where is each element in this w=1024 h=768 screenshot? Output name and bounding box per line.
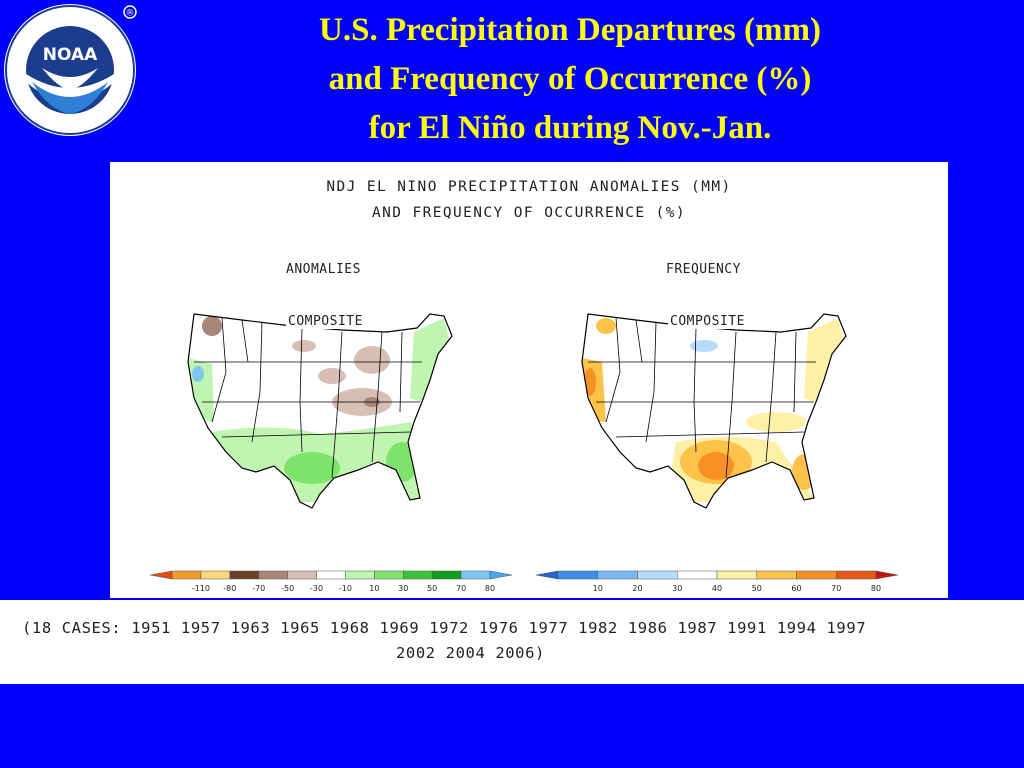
anomalies-colorbar-tick-label: 70 xyxy=(456,584,466,593)
anomalies-colorbar-tick-label: 80 xyxy=(485,584,495,593)
anomalies-colorbar-tick-label: -110 xyxy=(192,584,210,593)
title-line-2: and Frequency of Occurrence (%) xyxy=(328,61,812,97)
frequency-colorbar-tick-label: 10 xyxy=(593,584,603,593)
title-line-3: for El Niño during Nov.-Jan. xyxy=(368,110,772,146)
anomalies-colorbar-tick-label: 30 xyxy=(398,584,408,593)
anomalies-colorbar-tick-label: 110 xyxy=(511,584,512,593)
anomalies-colorbar-segment xyxy=(171,570,202,580)
frequency-colorbar-tick-label: 70 xyxy=(831,584,841,593)
noaa-logo: NOAA ® xyxy=(2,2,138,138)
svg-text:®: ® xyxy=(126,9,135,19)
frequency-colorbar-tick-label: 40 xyxy=(712,584,722,593)
frequency-colorbar-segment xyxy=(796,570,837,580)
anomalies-colorbar-segment xyxy=(287,570,317,580)
anomalies-colorbar-tick-label: -10 xyxy=(339,584,352,593)
anomalies-colorbar-segment xyxy=(374,570,404,580)
frequency-colorbar-segment xyxy=(677,570,718,580)
anomalies-colorbar-segment xyxy=(345,570,375,580)
anomalies-colorbar-tick-label: -70 xyxy=(252,584,265,593)
cases-line-2: 2002 2004 2006) xyxy=(396,644,545,662)
anomalies-colorbar-segment xyxy=(489,570,512,580)
anomalies-colorbar-segment xyxy=(403,570,433,580)
frequency-colorbar-tick-label: 20 xyxy=(632,584,642,593)
anomalies-colorbar-segment xyxy=(460,570,491,580)
frequency-colorbar: 102030405060708090 xyxy=(536,570,898,593)
anomalies-colorbar-segment xyxy=(258,570,288,580)
anomalies-colorbar: -110 -80 -70 -50 -30 -10 10 30 50 70 80 110 xyxy=(150,570,512,593)
anomalies-heading: ANOMALIES xyxy=(286,262,361,277)
frequency-colorbar-segment xyxy=(716,570,757,580)
frequency-colorbar-segment xyxy=(597,570,638,580)
anomalies-colorbar-segment xyxy=(150,570,173,580)
frequency-colorbar-segment xyxy=(836,570,877,580)
slide-title: U.S. Precipitation Departures (mm) and F… xyxy=(170,6,970,153)
anomalies-subheading: COMPOSITE xyxy=(286,314,365,329)
anomalies-colorbar-segment xyxy=(431,570,462,580)
frequency-colorbar-segment xyxy=(557,570,598,580)
frequency-colorbar-tick-label: 30 xyxy=(672,584,682,593)
anomalies-colorbar-tick-label: -80 xyxy=(223,584,236,593)
frequency-colorbar-tick-label: 50 xyxy=(752,584,762,593)
anomalies-colorbar-tick-label: -50 xyxy=(281,584,294,593)
anomalies-colorbar-tick-label: 50 xyxy=(427,584,437,593)
frequency-map xyxy=(581,313,847,509)
frequency-heading: FREQUENCY xyxy=(666,262,741,277)
anomalies-colorbar-tick-label: 10 xyxy=(369,584,379,593)
frequency-subheading: COMPOSITE xyxy=(668,314,747,329)
frequency-colorbar-tick-label: 60 xyxy=(791,584,801,593)
cases-line-1: (18 CASES: 1951 1957 1963 1965 1968 1969… xyxy=(22,619,867,637)
frequency-colorbar-segment xyxy=(637,570,678,580)
anomalies-map xyxy=(187,313,453,509)
precipitation-figure: NDJ EL NINO PRECIPITATION ANOMALIES (MM)… xyxy=(110,162,948,598)
cases-box: (18 CASES: 1951 1957 1963 1965 1968 1969… xyxy=(0,600,1024,684)
anomalies-colorbar-segment xyxy=(316,570,346,580)
frequency-colorbar-segment xyxy=(875,570,898,580)
frequency-colorbar-segment xyxy=(536,570,559,580)
logo-text: NOAA xyxy=(43,45,98,65)
frequency-colorbar-segment xyxy=(756,570,797,580)
frequency-colorbar-tick-label: 80 xyxy=(871,584,881,593)
figure-title-line-2: AND FREQUENCY OF OCCURRENCE (%) xyxy=(371,205,687,221)
anomalies-colorbar-segment xyxy=(229,570,259,580)
title-line-1: U.S. Precipitation Departures (mm) xyxy=(319,12,821,48)
figure-title-line-1: NDJ EL NINO PRECIPITATION ANOMALIES (MM) xyxy=(326,179,732,195)
anomalies-colorbar-tick-label: -30 xyxy=(310,584,323,593)
anomalies-colorbar-segment xyxy=(200,570,231,580)
